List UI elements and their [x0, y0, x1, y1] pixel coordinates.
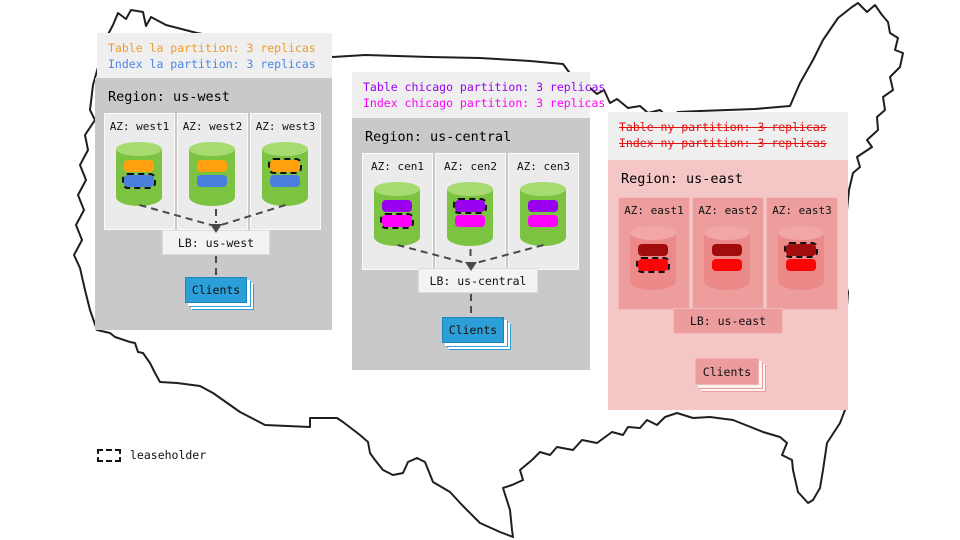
region-title: Region: us-east: [621, 171, 743, 187]
load-balancer-box: LB: us-east: [673, 308, 783, 334]
database-cylinder: [374, 182, 420, 246]
az-box-east2: AZ: east2: [692, 197, 764, 310]
az-box-cen2: AZ: cen2: [435, 153, 506, 270]
index-replica-bar: [528, 215, 558, 227]
database-cylinder: [116, 142, 162, 206]
load-balancer-box: LB: us-central: [418, 268, 538, 293]
cylinder-top: [447, 182, 493, 196]
region-box-us-central: Region: us-central AZ: cen1 AZ: cen2: [352, 118, 590, 370]
table-replica-bar: [712, 244, 742, 256]
index-replica-bar: [636, 257, 670, 273]
annotation-line-table: Table ny partition: 3 replicas: [619, 120, 827, 134]
annotation-box-us-west: Table la partition: 3 replicas Index la …: [97, 33, 332, 78]
cylinder-top: [262, 142, 308, 156]
index-replica-bar: [380, 213, 414, 229]
legend: leaseholder: [97, 448, 206, 462]
database-cylinder: [189, 142, 235, 206]
cylinder-top: [116, 142, 162, 156]
az-label: AZ: west3: [255, 120, 316, 133]
annotation-box-us-east: Table ny partition: 3 replicas Index ny …: [608, 112, 848, 160]
table-replica-bar: [382, 200, 412, 212]
index-replica-bar: [122, 173, 156, 189]
table-replica-bar: [784, 242, 818, 258]
database-cylinder: [447, 182, 493, 246]
cylinder-top: [778, 226, 824, 240]
az-label: AZ: east1: [624, 204, 684, 217]
clients-label: Clients: [191, 283, 241, 297]
cylinder-top: [520, 182, 566, 196]
az-box-cen3: AZ: cen3: [508, 153, 579, 270]
clients-label: Clients: [702, 364, 752, 379]
az-box-east1: AZ: east1: [618, 197, 690, 310]
region-group-us-west: Table la partition: 3 replicas Index la …: [95, 33, 332, 330]
table-replica-bar: [528, 200, 558, 212]
az-label: AZ: east2: [698, 204, 758, 217]
az-label: AZ: west1: [109, 120, 170, 133]
clients-box: Clients: [185, 277, 247, 303]
legend-label: leaseholder: [130, 448, 207, 462]
az-box-west2: AZ: west2: [177, 113, 248, 230]
table-replica-bar: [197, 160, 227, 172]
index-replica-bar: [712, 259, 742, 271]
clients-box: Clients: [695, 358, 759, 385]
cylinder-top: [704, 226, 750, 240]
index-replica-bar: [786, 259, 816, 271]
cylinder-top: [630, 226, 676, 240]
table-replica-bar: [638, 244, 668, 256]
annotation-line-index: Index ny partition: 3 replicas: [619, 136, 827, 150]
database-cylinder: [262, 142, 308, 206]
az-label: AZ: cen1: [371, 160, 424, 173]
region-title: Region: us-central: [365, 129, 512, 145]
lb-label: LB: us-central: [429, 273, 527, 288]
index-replica-bar: [455, 215, 485, 227]
lb-label: LB: us-east: [689, 314, 767, 328]
leaseholder-swatch: [97, 448, 121, 462]
index-replica-bar: [197, 175, 227, 187]
table-replica-bar: [124, 160, 154, 172]
az-box-cen1: AZ: cen1: [362, 153, 433, 270]
az-box-west1: AZ: west1: [104, 113, 175, 230]
database-cylinder: [778, 226, 824, 290]
az-box-west3: AZ: west3: [250, 113, 321, 230]
load-balancer-box: LB: us-west: [162, 230, 270, 255]
region-group-us-central: Table chicago partition: 3 replicas Inde…: [352, 72, 606, 370]
table-replica-bar: [453, 198, 487, 214]
annotation-line-table: Table la partition: 3 replicas: [108, 41, 316, 55]
database-cylinder: [520, 182, 566, 246]
az-label: AZ: cen3: [517, 160, 570, 173]
cylinder-top: [189, 142, 235, 156]
index-replica-bar: [270, 175, 300, 187]
az-label: AZ: cen2: [444, 160, 497, 173]
annotation-line-index: Index la partition: 3 replicas: [108, 57, 316, 71]
cylinder-top: [374, 182, 420, 196]
region-title: Region: us-west: [108, 89, 230, 105]
az-label: AZ: west2: [182, 120, 243, 133]
region-box-us-east: Region: us-east AZ: east1 AZ: east2: [608, 160, 848, 410]
table-replica-bar: [268, 158, 302, 174]
az-label: AZ: east3: [772, 204, 832, 217]
annotation-line-table: Table chicago partition: 3 replicas: [363, 80, 606, 94]
annotation-line-index: Index chicago partition: 3 replicas: [363, 96, 606, 110]
lb-label: LB: us-west: [177, 235, 255, 250]
az-box-east3: AZ: east3: [766, 197, 838, 310]
clients-box: Clients: [442, 317, 504, 343]
region-box-us-west: Region: us-west AZ: west1 AZ: west2: [95, 78, 332, 330]
annotation-box-us-central: Table chicago partition: 3 replicas Inde…: [352, 72, 606, 118]
clients-label: Clients: [448, 323, 498, 337]
region-group-us-east: Table ny partition: 3 replicas Index ny …: [608, 112, 848, 410]
database-cylinder: [704, 226, 750, 290]
database-cylinder: [630, 226, 676, 290]
